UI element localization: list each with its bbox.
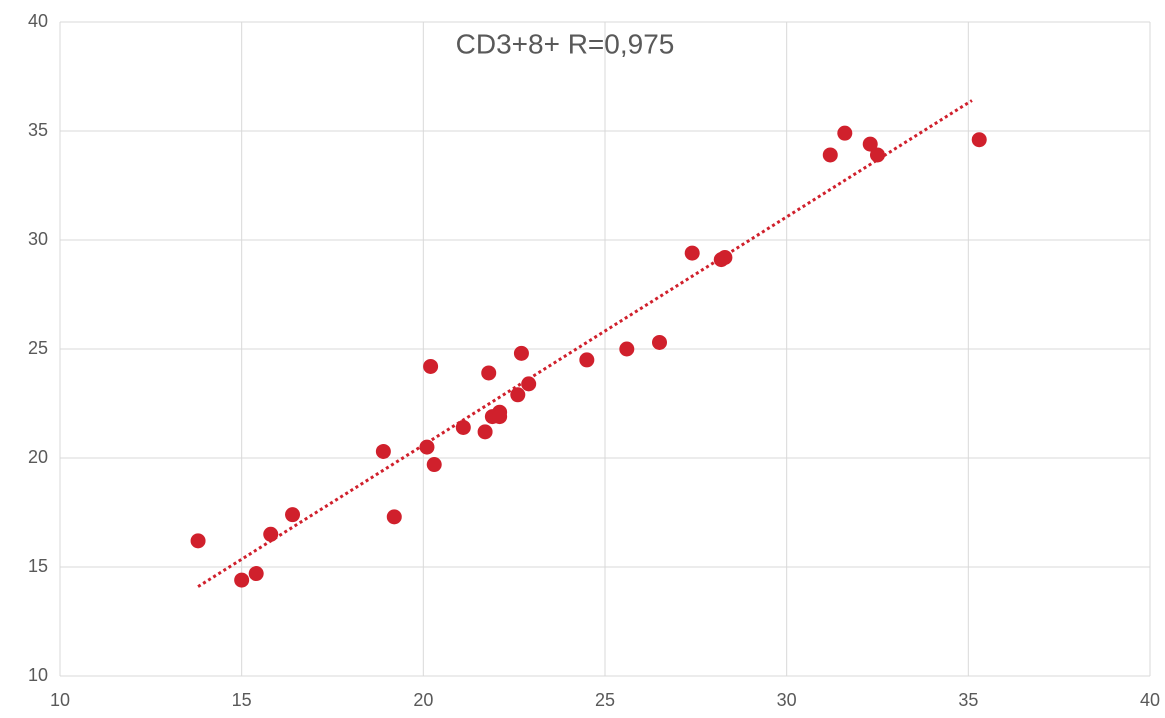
point [619,341,635,357]
point [481,365,497,381]
point [510,387,526,403]
point [971,132,987,148]
chart-title: CD3+8+ R=0,975 [456,28,675,59]
x-tick-label: 40 [1140,690,1160,710]
point [285,507,301,523]
y-tick-label: 20 [28,447,48,467]
point [190,533,206,549]
y-tick-label: 40 [28,11,48,31]
point [513,345,529,361]
point [234,572,250,588]
point [492,409,508,425]
point [375,443,391,459]
point [870,147,885,163]
point [579,352,595,368]
point [822,147,838,163]
point [423,358,439,374]
point [684,245,700,261]
y-tick-label: 30 [28,229,48,249]
y-tick-label: 35 [28,120,48,140]
y-tick-label: 10 [28,665,48,685]
point [386,509,402,525]
point [248,566,264,582]
point [717,249,733,265]
y-tick-label: 15 [28,556,48,576]
point [862,136,878,152]
x-tick-label: 10 [50,690,70,710]
point [477,424,493,440]
x-tick-label: 25 [595,690,615,710]
point [837,125,853,141]
trendline [197,99,973,588]
x-tick-label: 15 [232,690,252,710]
x-tick-label: 35 [958,690,978,710]
point [419,439,435,455]
point [652,334,667,350]
x-tick-label: 30 [777,690,797,710]
point [426,457,442,473]
y-tick-label: 25 [28,338,48,358]
x-tick-label: 20 [413,690,433,710]
